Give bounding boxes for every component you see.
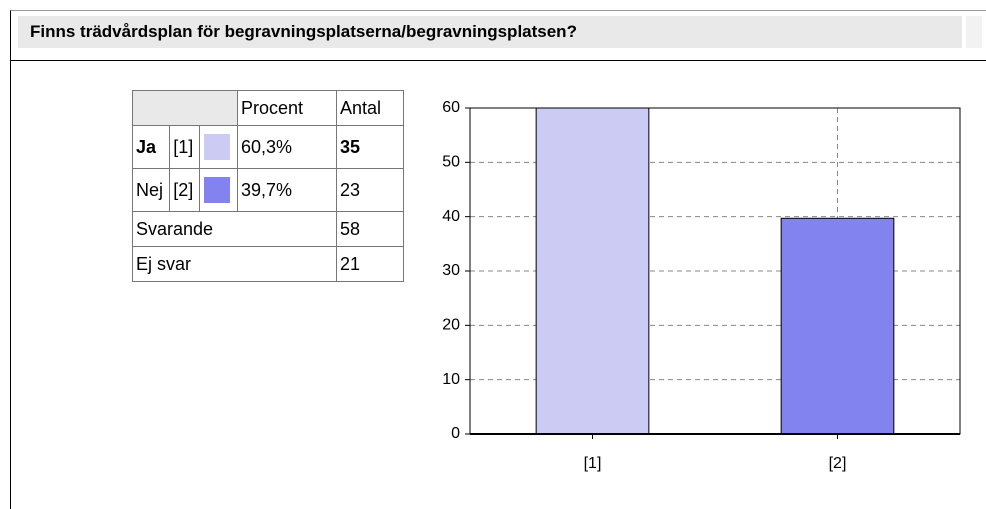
y-tick-label: 20: [442, 317, 460, 334]
total-label: Ej svar: [132, 246, 337, 282]
separator: [10, 60, 986, 61]
bar: [535, 108, 650, 434]
answer: Nej: [131, 168, 171, 212]
row: Svarande 58: [132, 211, 404, 247]
frame: [10, 10, 986, 509]
total-label: Svarande: [132, 211, 337, 247]
x-tick-label: [2]: [829, 455, 847, 472]
row: Ej svar 21: [132, 246, 404, 282]
swatch: [203, 177, 230, 203]
question-title: Finns trädvårdsplan för begravningsplats…: [18, 16, 962, 48]
col-head: Procent: [237, 90, 337, 126]
count: 35: [336, 125, 404, 169]
y-tick-label: 40: [442, 208, 460, 225]
y-tick-label: 30: [442, 262, 460, 279]
col-head: Antal: [336, 90, 404, 126]
y-tick-label: 50: [442, 154, 460, 171]
x-tick-label: [1]: [584, 455, 602, 472]
result-table: Procent Antal Ja [1] 60,3% 35 Nej [2] 39…: [131, 90, 404, 282]
y-tick-label: 0: [451, 425, 460, 442]
swatch: [203, 134, 230, 160]
percent: 39,7%: [237, 168, 337, 212]
total-count: 21: [336, 246, 404, 282]
header-cap: [966, 16, 982, 48]
bar: [780, 217, 895, 434]
y-tick-label: 10: [442, 371, 460, 388]
swatch-cell: [198, 125, 239, 169]
y-tick-label: 60: [442, 99, 460, 116]
swatch-cell: [198, 168, 239, 212]
answer: Ja: [131, 125, 171, 169]
